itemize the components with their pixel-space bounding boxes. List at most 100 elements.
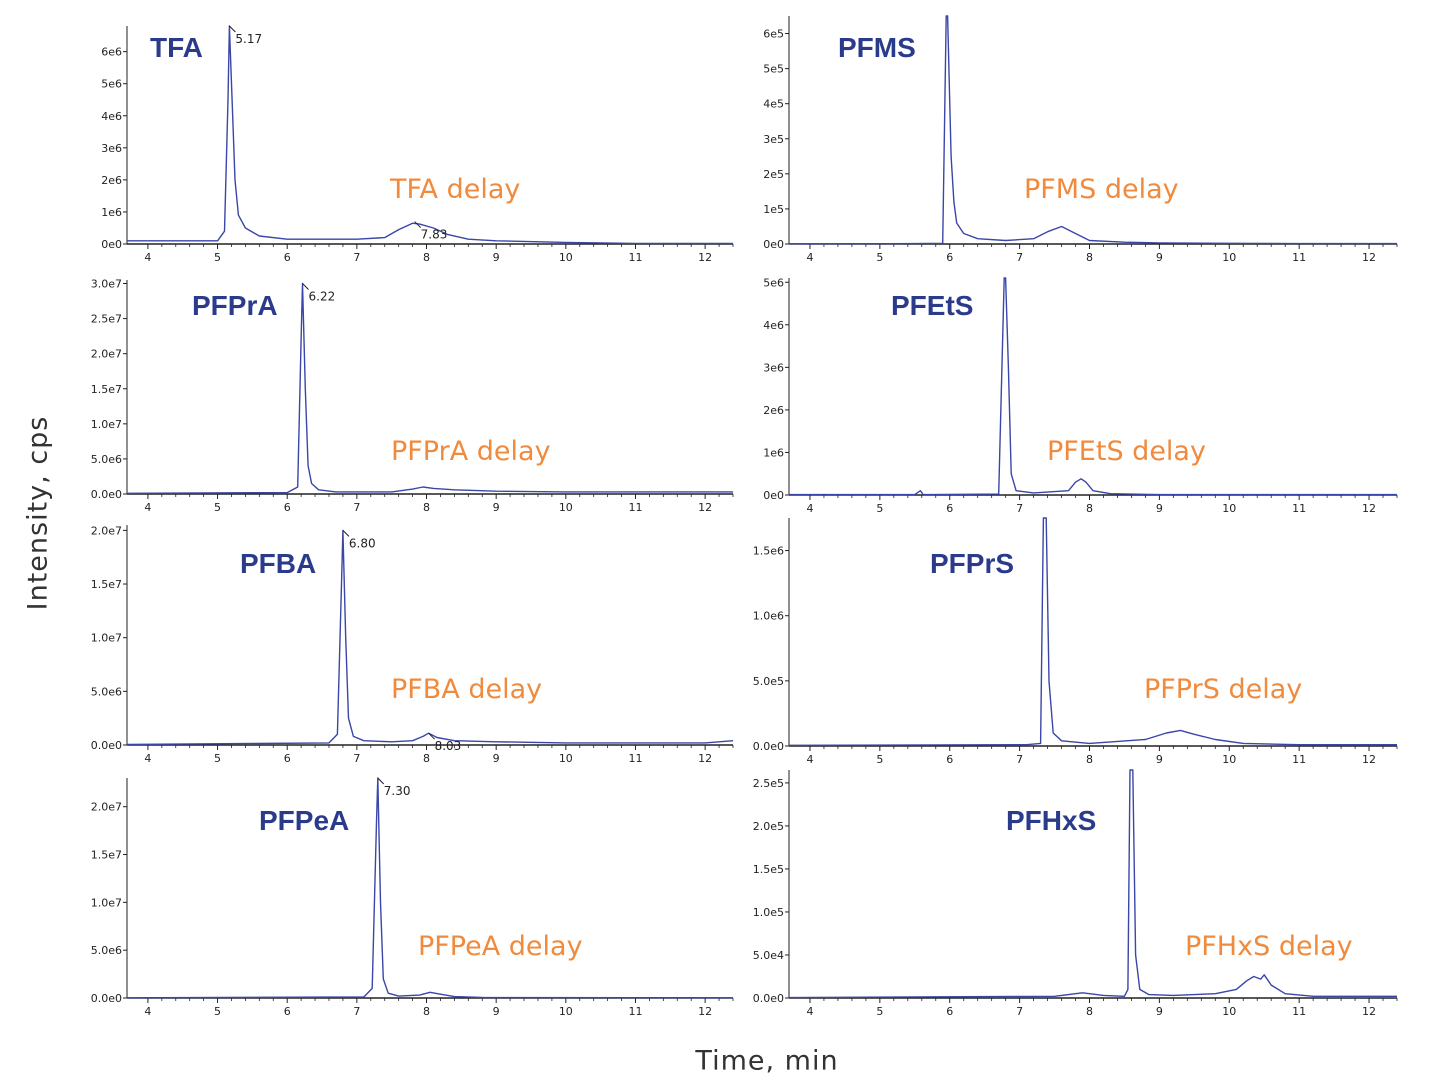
x-tick-label: 7 — [1016, 1005, 1023, 1018]
y-tick-label: 5e5 — [763, 63, 784, 76]
x-tick-label: 6 — [946, 502, 953, 515]
y-tick-label: 4e6 — [763, 319, 784, 332]
peak-marker — [342, 530, 350, 537]
x-tick-label: 12 — [1362, 251, 1376, 264]
peak-retention-label: 5.17 — [235, 32, 262, 46]
y-tick-label: 5.0e6 — [91, 453, 122, 466]
y-tick-label: 5.0e4 — [753, 949, 784, 962]
y-tick-label: 1e5 — [763, 203, 784, 216]
y-tick-label: 0.0e0 — [91, 488, 122, 501]
x-tick-label: 9 — [493, 251, 500, 264]
compound-name: PFEtS — [891, 290, 973, 321]
x-tick-label: 6 — [284, 752, 291, 765]
x-tick-label: 5 — [214, 501, 221, 514]
x-tick-label: 5 — [876, 753, 883, 766]
y-tick-label: 3.0e7 — [91, 278, 122, 291]
x-tick-label: 12 — [1362, 1005, 1376, 1018]
peak-retention-label: 8.03 — [435, 739, 462, 753]
x-tick-label: 10 — [1222, 251, 1236, 264]
x-axis-title: Time, min — [695, 1045, 839, 1077]
chromatogram-panel-tfa: 4 5 6 7 8 9 10 11 12 0e0 1e6 2e6 3e6 4e6 5e6 6e6 5.17 7.8… — [101, 25, 734, 264]
x-tick-label: 10 — [1222, 753, 1236, 766]
chromatogram-trace — [788, 769, 1397, 999]
y-tick-label: 3e6 — [763, 361, 784, 374]
y-tick-label: 1.0e7 — [91, 632, 122, 645]
x-tick-label: 10 — [559, 501, 573, 514]
y-tick-label: 2.0e7 — [91, 348, 122, 361]
compound-name: PFMS — [838, 32, 916, 63]
peak-marker — [414, 221, 422, 228]
y-tick-label: 5.0e6 — [91, 944, 122, 957]
x-tick-label: 5 — [876, 251, 883, 264]
x-tick-label: 6 — [284, 251, 291, 264]
chromatogram-panel-pfpea: 4 5 6 7 8 9 10 11 12 0.0e0 5.0e6 1.0e7 1.5e7 2.0e7 7.3… — [91, 777, 734, 1018]
x-tick-label: 4 — [144, 251, 151, 264]
y-tick-label: 0.0e0 — [753, 740, 784, 753]
x-tick-label: 11 — [628, 251, 642, 264]
x-tick-label: 4 — [144, 1005, 151, 1018]
peak-marker — [428, 732, 435, 740]
x-tick-label: 6 — [946, 251, 953, 264]
x-tick-label: 7 — [1016, 251, 1023, 264]
peak-marker — [229, 25, 236, 33]
x-tick-label: 9 — [1156, 1005, 1163, 1018]
y-tick-label: 2.5e5 — [753, 777, 784, 790]
chromatogram-panel-pfhxs: 4 5 6 7 8 9 10 11 12 0.0e0 5.0e4 1.0e5 1.5e5 2.0e5 2.5… — [753, 769, 1398, 1018]
y-tick-label: 2.0e5 — [753, 820, 784, 833]
y-tick-label: 2.5e7 — [91, 313, 122, 326]
chromatogram-trace — [126, 529, 734, 746]
compound-name: PFBA — [240, 548, 316, 579]
y-tick-label: 1.0e7 — [91, 418, 122, 431]
compound-name: PFPrA — [192, 290, 278, 321]
x-tick-label: 12 — [698, 1005, 712, 1018]
y-tick-label: 1e6 — [763, 446, 784, 459]
delay-label: PFMS delay — [1024, 174, 1179, 205]
y-tick-label: 2.0e7 — [91, 524, 122, 537]
delay-label: TFA delay — [389, 174, 520, 205]
delay-label: PFHxS delay — [1185, 931, 1353, 962]
y-tick-label: 1.5e5 — [753, 863, 784, 876]
x-tick-label: 8 — [1086, 753, 1093, 766]
x-tick-label: 5 — [876, 1005, 883, 1018]
peak-retention-label: 6.22 — [309, 290, 336, 304]
chromatogram-panel-pfpra: 4 5 6 7 8 9 10 11 12 0.0e0 5.0e6 1.0e7 1.5e7 2.0e7 2.5… — [91, 278, 734, 514]
x-tick-label: 8 — [1086, 502, 1093, 515]
chromatogram-trace — [126, 777, 734, 999]
y-tick-label: 5e6 — [763, 276, 784, 289]
y-tick-label: 0.0e0 — [753, 992, 784, 1005]
y-tick-label: 2e6 — [763, 404, 784, 417]
y-tick-label: 3e6 — [101, 142, 122, 155]
y-tick-label: 5.0e6 — [91, 685, 122, 698]
delay-label: PFBA delay — [391, 674, 542, 705]
x-tick-label: 6 — [284, 1005, 291, 1018]
x-tick-label: 10 — [1222, 1005, 1236, 1018]
peak-retention-label: 7.30 — [384, 784, 411, 798]
y-tick-label: 1.5e7 — [91, 578, 122, 591]
x-tick-label: 11 — [628, 501, 642, 514]
y-tick-label: 4e5 — [763, 98, 784, 111]
compound-name: PFHxS — [1006, 805, 1096, 836]
x-tick-label: 8 — [1086, 1005, 1093, 1018]
x-tick-label: 12 — [698, 752, 712, 765]
y-tick-label: 0e0 — [101, 238, 122, 251]
peak-marker — [377, 777, 385, 785]
x-tick-label: 8 — [423, 1005, 430, 1018]
x-tick-label: 9 — [493, 1005, 500, 1018]
delay-label: PFPeA delay — [418, 931, 583, 962]
x-tick-label: 11 — [628, 752, 642, 765]
x-tick-label: 9 — [1156, 251, 1163, 264]
delay-label: PFPrS delay — [1144, 674, 1302, 705]
x-tick-label: 9 — [493, 752, 500, 765]
peak-marker — [302, 283, 309, 290]
x-tick-label: 11 — [1292, 1005, 1306, 1018]
chromatogram-panel-pfba: 4 5 6 7 8 9 10 11 12 0.0e0 5.0e6 1.0e7 1.5e7 2.0e7 6.8… — [91, 524, 734, 765]
x-tick-label: 9 — [1156, 502, 1163, 515]
y-tick-label: 1.5e6 — [753, 545, 784, 558]
chromatogram-panel-pfprs: 4 5 6 7 8 9 10 11 12 0.0e0 5.0e5 1.0e6 1.5e6 PFPrS PFP… — [753, 517, 1398, 766]
x-tick-label: 12 — [1362, 502, 1376, 515]
x-tick-label: 7 — [353, 1005, 360, 1018]
y-tick-label: 1.5e7 — [91, 383, 122, 396]
x-tick-label: 11 — [1292, 251, 1306, 264]
y-tick-label: 5.0e5 — [753, 675, 784, 688]
